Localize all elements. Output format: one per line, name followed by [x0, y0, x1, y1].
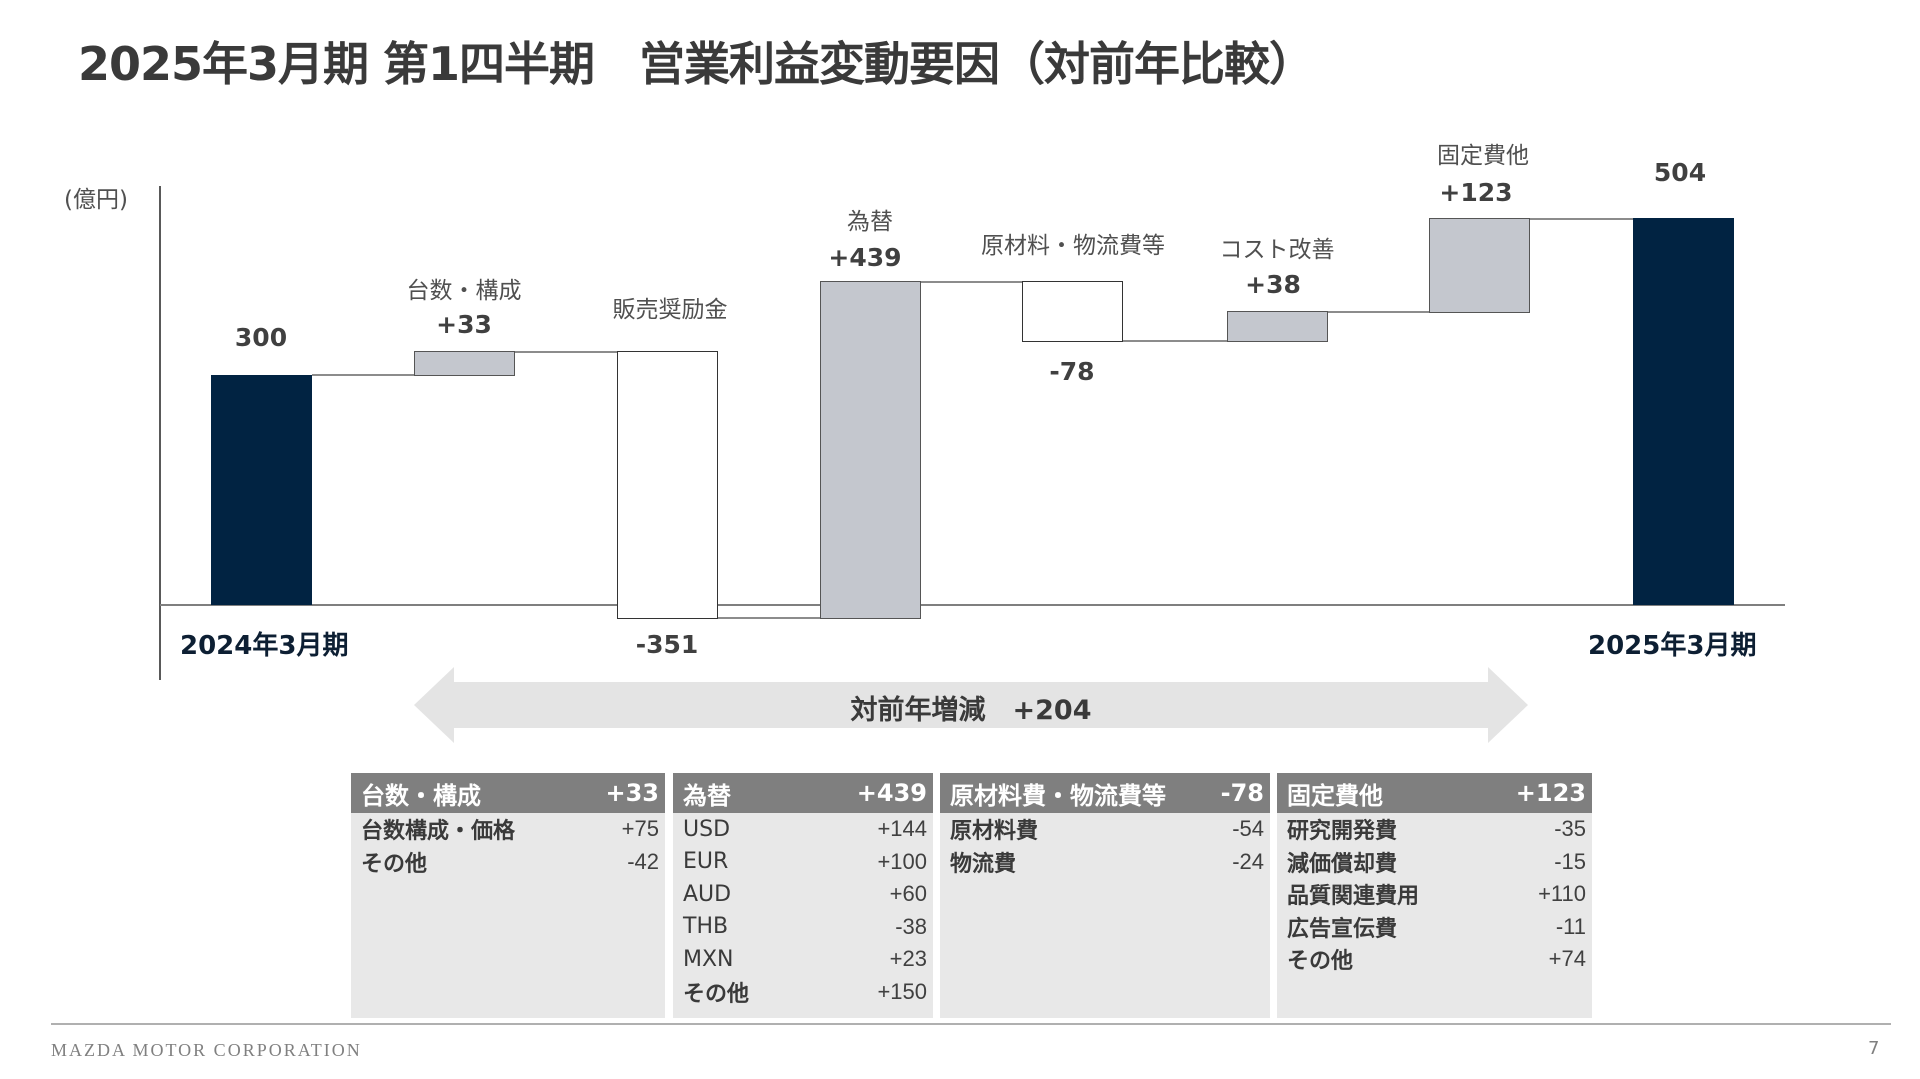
- connector: [1328, 311, 1429, 313]
- table-row: EUR +100: [683, 848, 927, 875]
- category-label: 販売奨励金: [612, 297, 728, 323]
- table-row: 原材料費 -54: [950, 816, 1264, 845]
- bar-materials-logistics: [1022, 281, 1123, 342]
- table-header: 原材料費・物流費等 -78: [940, 773, 1270, 813]
- table-header: 固定費他 +123: [1277, 773, 1592, 813]
- table-row: THB -38: [683, 913, 927, 940]
- bar-2025-total: [1633, 218, 1734, 605]
- category-label: 固定費他: [1437, 143, 1529, 169]
- bar-2024-total: [211, 375, 312, 605]
- value-label: +123: [1439, 178, 1513, 207]
- unit-label: (億円): [64, 187, 128, 213]
- table-row: 物流費 -24: [950, 848, 1264, 877]
- x-label-start: 2024年3月期: [180, 631, 349, 661]
- category-label: コスト改善: [1219, 237, 1335, 263]
- x-label-end: 2025年3月期: [1588, 631, 1757, 661]
- table-row: MXN +23: [683, 946, 927, 972]
- table-row: 減価償却費 -15: [1287, 848, 1586, 877]
- connector: [1123, 340, 1227, 342]
- x-axis-baseline: [160, 604, 1785, 606]
- value-label: 504: [1653, 158, 1707, 187]
- breakdown-table-exchange: 為替 +439 USD +144 EUR +100 AUD +60 THB -38 MX…: [673, 773, 933, 1018]
- table-header-total: +123: [1515, 779, 1586, 807]
- page-number: 7: [1868, 1038, 1880, 1059]
- footer-divider: [51, 1023, 1891, 1025]
- value-label: +439: [828, 243, 902, 272]
- table-row: 台数構成・価格 +75: [361, 816, 659, 845]
- table-header-label: 原材料費・物流費等: [950, 781, 1166, 810]
- value-label: -78: [1049, 357, 1095, 386]
- bar-sales-incentive: [617, 351, 718, 619]
- table-row: その他 +74: [1287, 946, 1586, 975]
- yoy-change-label: 対前年増減 +204: [850, 695, 1092, 726]
- value-label: +38: [1245, 270, 1301, 299]
- table-row: USD +144: [683, 816, 927, 842]
- table-row: AUD +60: [683, 881, 927, 907]
- double-arrow-icon: [414, 667, 1528, 743]
- category-label: 為替: [847, 209, 893, 235]
- breakdown-table-materials: 原材料費・物流費等 -78 原材料費 -54 物流費 -24: [940, 773, 1270, 1018]
- table-header-label: 為替: [683, 781, 731, 810]
- bar-cost-improvement: [1227, 311, 1328, 342]
- table-header-total: -78: [1220, 779, 1264, 807]
- category-label: 原材料・物流費等: [981, 233, 1165, 259]
- table-row: 品質関連費用 +110: [1287, 881, 1586, 910]
- company-name: MAZDA MOTOR CORPORATION: [51, 1040, 362, 1060]
- table-header: 台数・構成 +33: [351, 773, 665, 813]
- y-axis-line: [159, 186, 161, 680]
- category-label: 台数・構成: [406, 278, 522, 304]
- bar-exchange: [820, 281, 921, 619]
- table-row: その他 +150: [683, 978, 927, 1007]
- table-header-total: +33: [605, 779, 659, 807]
- connector: [1530, 218, 1633, 220]
- table-header-total: +439: [856, 779, 927, 807]
- table-header: 為替 +439: [673, 773, 933, 813]
- table-row: 研究開発費 -35: [1287, 816, 1586, 845]
- table-header-label: 固定費他: [1287, 781, 1383, 810]
- bar-fixed-costs: [1429, 218, 1530, 313]
- value-label: +33: [436, 310, 492, 339]
- value-label: 300: [234, 323, 288, 352]
- table-header-label: 台数・構成: [361, 781, 481, 810]
- page-title: 2025年3月期 第1四半期 営業利益変動要因（対前年比較）: [78, 37, 1315, 91]
- breakdown-table-fixed-costs: 固定費他 +123 研究開発費 -35 減価償却費 -15 品質関連費用 +110 広…: [1277, 773, 1592, 1018]
- value-label: -351: [635, 630, 699, 659]
- connector: [718, 617, 820, 619]
- connector: [515, 351, 617, 353]
- table-row: その他 -42: [361, 848, 659, 877]
- connector: [921, 281, 1022, 283]
- breakdown-table-volume: 台数・構成 +33 台数構成・価格 +75 その他 -42: [351, 773, 665, 1018]
- bar-volume-mix: [414, 351, 515, 376]
- connector: [312, 374, 414, 376]
- table-row: 広告宣伝費 -11: [1287, 913, 1586, 942]
